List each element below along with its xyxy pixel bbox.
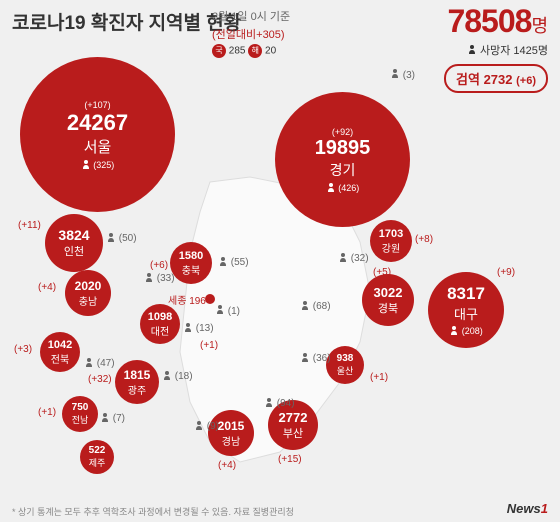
- region-chungbuk-count: 1580: [179, 250, 203, 262]
- region-busan-count: 2772: [279, 410, 308, 425]
- region-jeonbuk-name: 전북: [51, 351, 69, 366]
- footer-note: * 상기 통계는 모두 추후 역학조사 과정에서 변경될 수 있음. 자료 질병…: [12, 505, 294, 518]
- region-seoul-name: 서울: [84, 136, 112, 157]
- region-seoul-deaths-inner: (325): [81, 159, 115, 170]
- region-gwangju: 1815광주: [115, 360, 159, 404]
- region-gyeongnam-delta: (+4): [218, 460, 236, 471]
- region-gyeonggi-delta: (+92): [332, 127, 353, 137]
- region-jeonnam: 750전남: [62, 396, 98, 432]
- region-seoul-delta: (+107): [84, 100, 110, 110]
- region-gwangju-delta: (+32): [88, 374, 112, 385]
- region-gangwon-name: 강원: [382, 240, 400, 255]
- region-gangwon-deaths: (32): [338, 252, 369, 264]
- region-chungnam-delta: (+4): [38, 282, 56, 293]
- region-gyeonggi-deaths-inner: (426): [326, 182, 360, 193]
- region-daegu-count: 8317: [447, 284, 485, 304]
- region-busan-delta: (+15): [278, 454, 302, 465]
- region-gyeonggi-count: 19895: [315, 137, 371, 160]
- region-gyeongbuk-delta: (+5): [373, 267, 391, 278]
- region-gwangju-name: 광주: [128, 382, 146, 397]
- region-gwangju-count: 1815: [124, 368, 151, 382]
- region-jeonnam-delta: (+1): [38, 407, 56, 418]
- region-jeonbuk-count: 1042: [48, 339, 72, 351]
- region-incheon: 3824인천: [45, 214, 103, 272]
- region-chungbuk-deaths: (33): [144, 272, 175, 284]
- region-jeonbuk: 1042전북: [40, 332, 80, 372]
- region-busan-name: 부산: [283, 425, 303, 441]
- region-gyeongbuk-name: 경북: [378, 300, 398, 316]
- region-gyeongbuk-deaths: (68): [300, 300, 331, 312]
- region-ulsan-name: 울산: [337, 364, 354, 377]
- region-gyeongbuk: 3022경북: [362, 274, 414, 326]
- region-jeonbuk-deaths: (47): [84, 357, 115, 369]
- region-sejong: [205, 294, 215, 304]
- region-ulsan-deaths: (36): [300, 352, 331, 364]
- region-jeju: 522제주: [80, 440, 114, 474]
- region-daegu-delta: (+9): [497, 267, 515, 278]
- region-busan-deaths: (94): [264, 397, 295, 409]
- region-incheon-name: 인천: [64, 243, 84, 259]
- region-seoul: (+107)24267서울 (325): [20, 57, 175, 212]
- region-ulsan: 938울산: [326, 346, 364, 384]
- region-gangwon-count: 1703: [379, 228, 403, 240]
- region-gwangju-deaths: (18): [162, 370, 193, 382]
- total-unit: 명: [531, 16, 548, 36]
- region-gyeongnam-name: 경남: [222, 433, 240, 448]
- region-jeju-count: 522: [89, 445, 106, 456]
- region-gyeonggi-name: 경기: [330, 160, 356, 180]
- region-jeonnam-name: 전남: [72, 413, 89, 426]
- map-area: (+107)24267서울 (325) (+92)19895경기 (426) 382…: [0, 42, 560, 500]
- region-daejeon-delta: (+1): [200, 340, 218, 351]
- news1-logo: News1: [507, 501, 548, 516]
- region-daejeon-deaths: (13): [183, 322, 214, 334]
- region-chungbuk-delta: (+6): [150, 260, 168, 271]
- region-daegu-deaths-inner: (208): [449, 325, 483, 336]
- region-gangwon: 1703강원: [370, 220, 412, 262]
- region-sejong-deaths: (1): [215, 304, 240, 317]
- region-incheon-delta: (+11): [18, 220, 41, 231]
- region-gyeongnam-count: 2015: [218, 419, 245, 433]
- region-gyeongbuk-count: 3022: [374, 285, 403, 300]
- region-ulsan-delta: (+1): [370, 372, 388, 383]
- region-daegu: 8317대구 (208): [428, 272, 504, 348]
- region-daejeon-name: 대전: [151, 323, 169, 338]
- region-daejeon: 1098대전: [140, 304, 180, 344]
- region-chungbuk-name: 충북: [182, 262, 200, 277]
- region-jeonnam-count: 750: [72, 402, 89, 413]
- total-number: 78508: [447, 3, 531, 39]
- region-chungnam-count: 2020: [75, 279, 102, 293]
- region-jeonbuk-delta: (+3): [14, 344, 32, 355]
- region-daegu-name: 대구: [454, 304, 478, 323]
- region-chungnam-name: 충남: [79, 293, 97, 308]
- sejong-label: 세종 196: [168, 292, 206, 307]
- logo-one: 1: [541, 501, 548, 516]
- region-gangwon-delta: (+8): [415, 234, 433, 245]
- region-gyeonggi: (+92)19895경기 (426): [275, 92, 410, 227]
- region-gyeongnam: 2015경남: [208, 410, 254, 456]
- delta-total: (전일대비+305): [212, 26, 290, 42]
- region-chungnam-deaths: (55): [218, 256, 249, 268]
- logo-news: News: [507, 501, 541, 516]
- region-daejeon-count: 1098: [148, 311, 172, 323]
- region-seoul-count: 24267: [67, 110, 128, 136]
- region-incheon-count: 3824: [58, 227, 89, 243]
- region-jeju-name: 제주: [89, 456, 106, 469]
- region-chungnam: 2020충남: [65, 270, 111, 316]
- region-chungbuk: 1580충북: [170, 242, 212, 284]
- region-gyeongnam-deaths: (9): [194, 420, 219, 432]
- timestamp: 2월 1일 0시 기준: [212, 8, 290, 24]
- region-incheon-deaths: (50): [106, 232, 137, 244]
- region-jeonnam-deaths: (7): [100, 412, 125, 424]
- region-ulsan-count: 938: [337, 353, 354, 364]
